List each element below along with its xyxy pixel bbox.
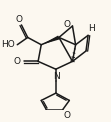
Text: N: N: [54, 72, 60, 81]
Text: O: O: [16, 15, 23, 24]
Text: H: H: [88, 24, 95, 33]
Polygon shape: [41, 36, 60, 45]
Text: O: O: [14, 57, 21, 66]
Text: O: O: [64, 20, 71, 29]
Text: HO: HO: [1, 40, 15, 49]
Text: O: O: [63, 111, 70, 120]
